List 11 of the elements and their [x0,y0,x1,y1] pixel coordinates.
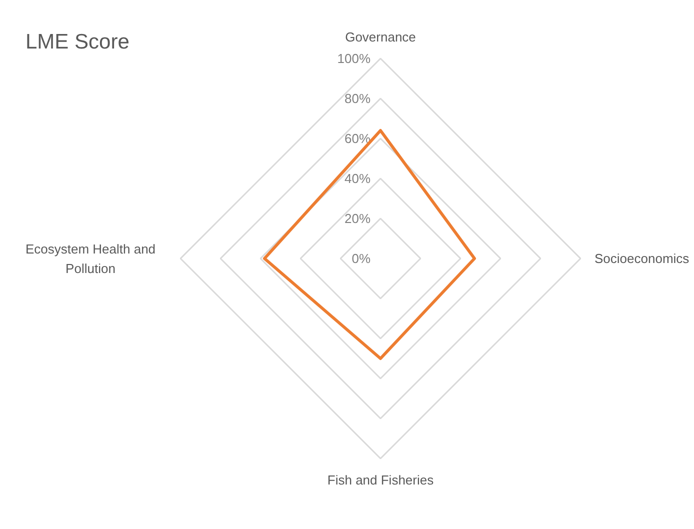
y-tick-label: 60% [344,131,371,146]
spoke-label: Socioeconomics [594,251,690,266]
y-tick-label: 20% [344,211,371,226]
chart-title: LME Score [26,30,130,54]
y-tick-label: 100% [337,51,371,66]
y-tick-label: 80% [344,91,371,106]
spoke-label: Fish and Fisheries [327,472,434,488]
y-tick-label: 0% [352,251,371,266]
y-tick-label: 40% [344,171,371,186]
spoke-label: Governance [345,30,416,44]
spoke-label: Ecosystem Health and Pollution [25,241,156,276]
